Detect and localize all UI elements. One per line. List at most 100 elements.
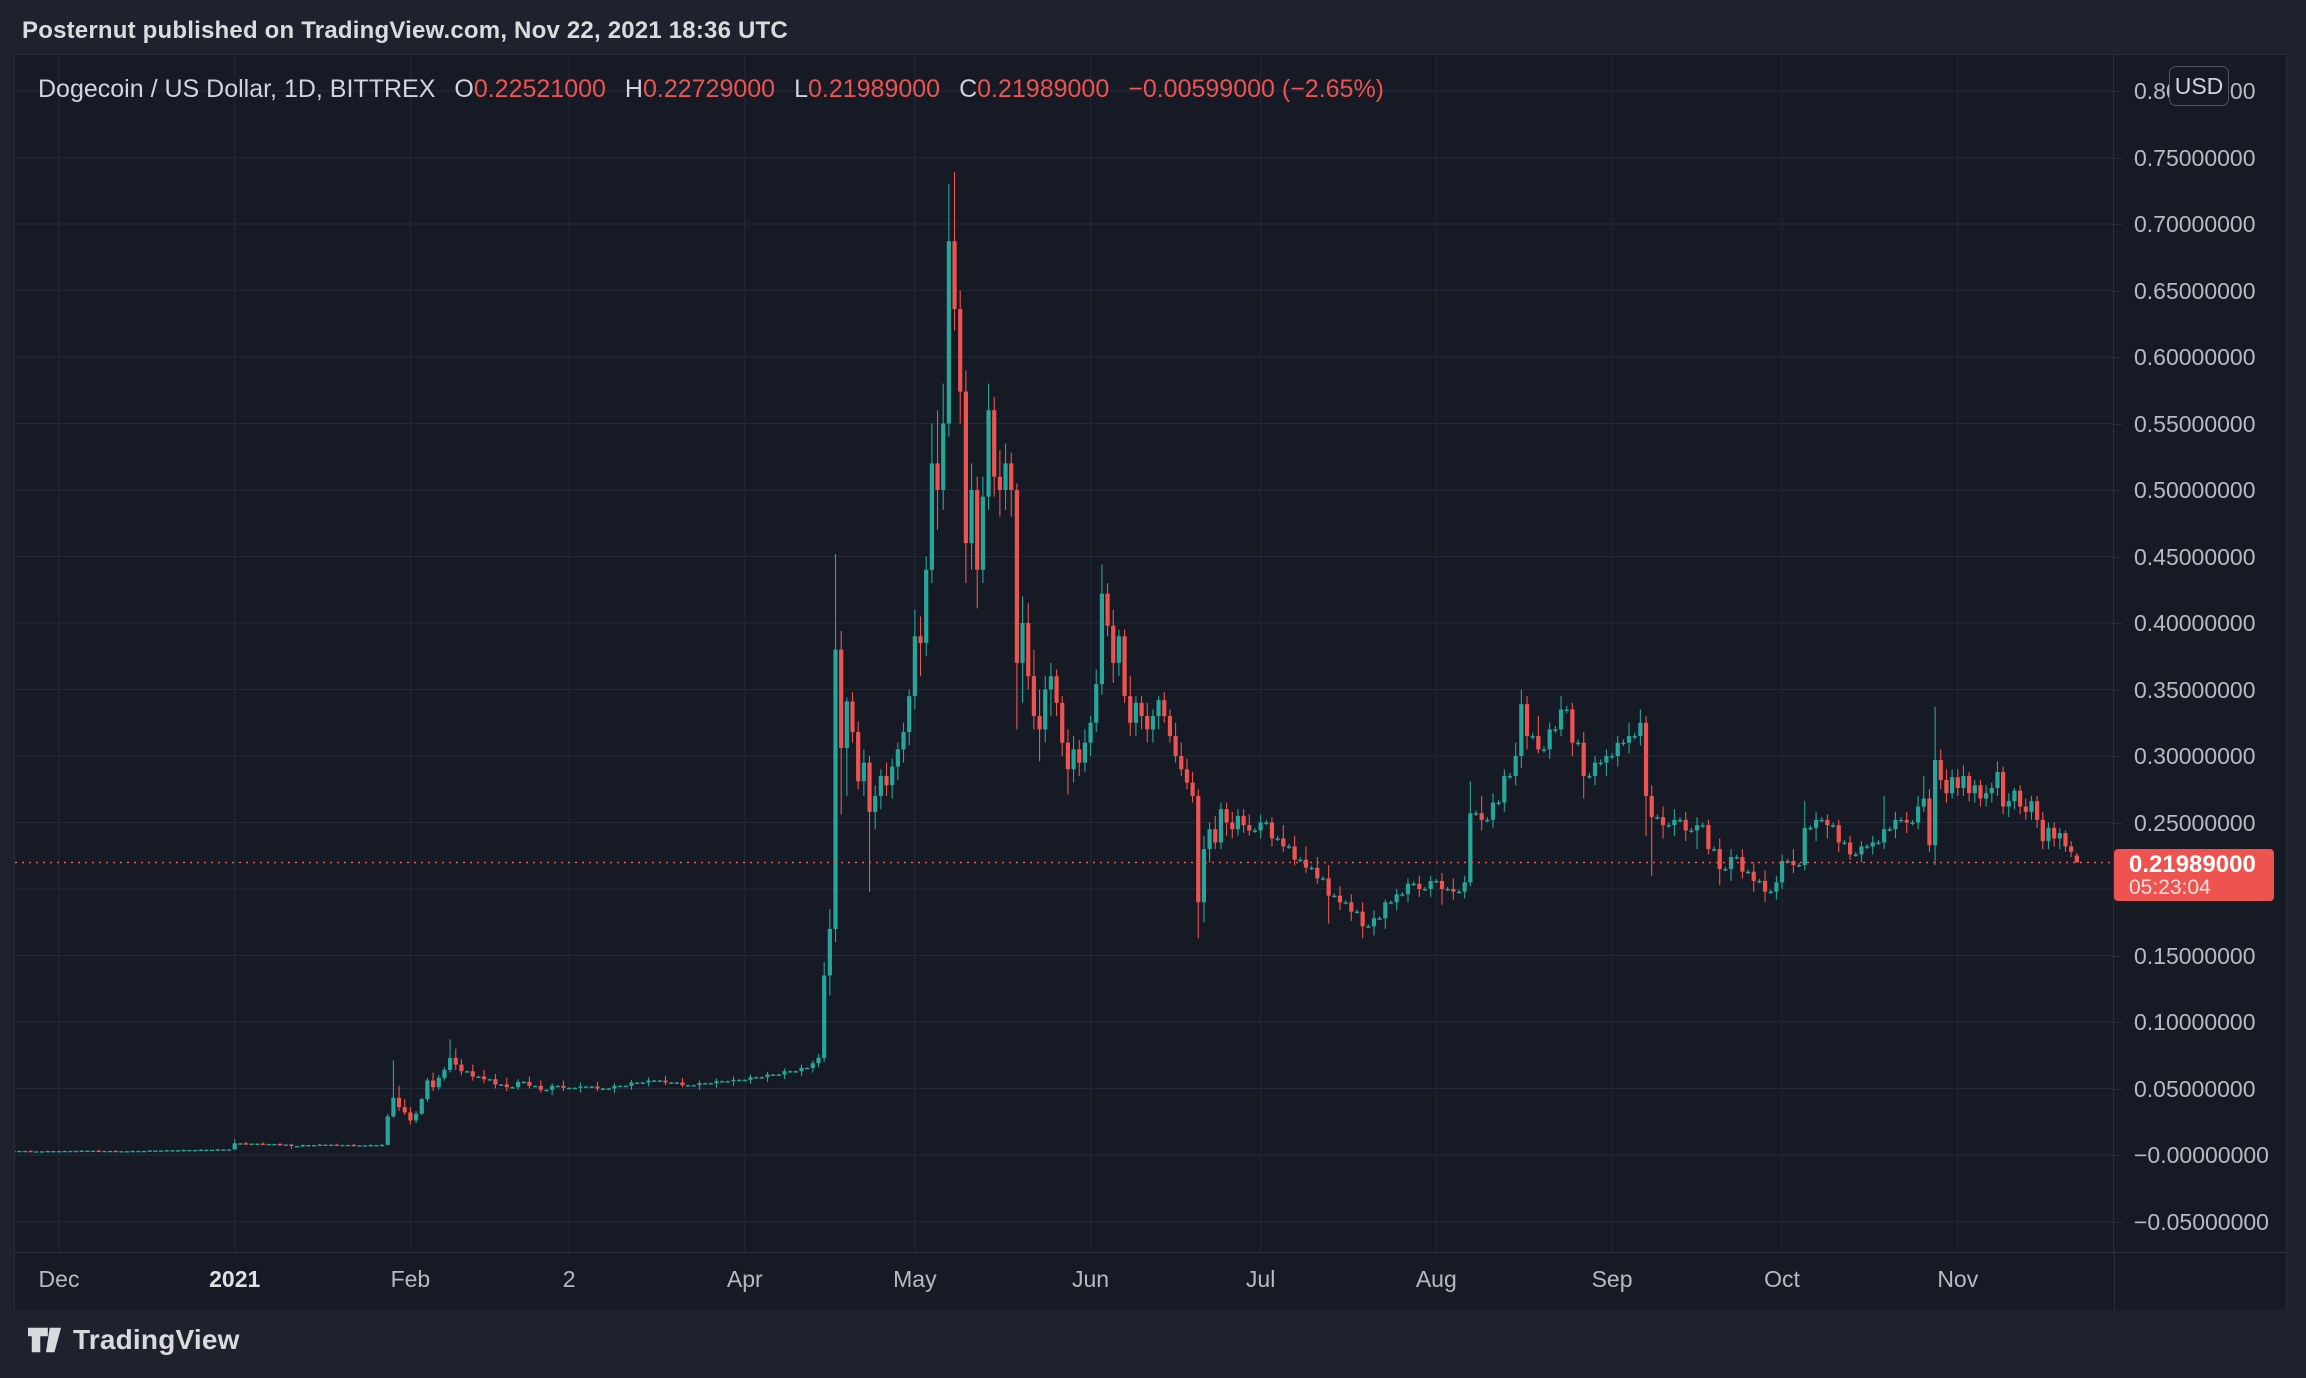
- candle-body: [1706, 825, 1711, 850]
- candle-body: [90, 1150, 96, 1153]
- candle-body: [1779, 861, 1785, 883]
- candle-body: [873, 795, 878, 812]
- time-tick-label: 2: [562, 1266, 576, 1292]
- candle-body: [674, 1082, 679, 1084]
- candle-body: [1830, 825, 1836, 827]
- candle-body: [1864, 846, 1870, 848]
- candle-body: [1740, 857, 1745, 872]
- candle-body: [572, 1087, 577, 1090]
- candle-body: [119, 1151, 124, 1153]
- candle-body: [266, 1143, 271, 1146]
- candle-body: [1836, 825, 1841, 843]
- candle-body: [533, 1085, 538, 1088]
- candle-body: [1439, 881, 1445, 889]
- candle-body: [1094, 684, 1099, 723]
- candle-body: [1615, 742, 1620, 756]
- candle-body: [714, 1081, 719, 1084]
- candle-body: [459, 1064, 464, 1072]
- candle-body: [2006, 801, 2011, 807]
- candle-body: [1513, 756, 1518, 776]
- candle-body: [379, 1144, 385, 1147]
- candle-body: [997, 476, 1002, 490]
- candle-body: [946, 241, 951, 424]
- candle-body: [1524, 704, 1530, 737]
- candle-body: [1984, 793, 1989, 799]
- time-axis[interactable]: Dec 2021 Feb 2 Apr May Jun Jul Aug Sep Oct Nov: [15, 1252, 2286, 1310]
- candle-body: [799, 1067, 804, 1072]
- candle-body: [1337, 895, 1343, 903]
- candle-body: [1031, 676, 1036, 717]
- candle-body: [1082, 742, 1088, 763]
- candle-body: [1785, 861, 1790, 863]
- ohlc-high: H0.22729000: [624, 75, 776, 103]
- currency-toggle-button[interactable]: USD: [2169, 66, 2229, 106]
- candle-body: [1309, 867, 1314, 870]
- candle-body: [175, 1150, 181, 1152]
- candle-body: [1400, 894, 1405, 896]
- candle-body: [1343, 902, 1348, 904]
- candle-body: [430, 1080, 436, 1088]
- price-tick-label: 0.45000000: [2134, 543, 2256, 570]
- candle-body: [62, 1150, 67, 1153]
- candle-body: [107, 1150, 113, 1153]
- candle-body: [527, 1081, 532, 1086]
- candle-body: [1570, 709, 1575, 743]
- candle-body: [1315, 867, 1320, 879]
- candlestick-plot: [15, 55, 2113, 1252]
- time-tick-label: Jun: [1072, 1266, 1110, 1292]
- candle-body: [839, 649, 844, 749]
- candle-body: [238, 1143, 243, 1145]
- candle-body: [1632, 736, 1637, 738]
- candle-body: [1241, 815, 1246, 826]
- candle-body: [2063, 833, 2068, 847]
- candle-body: [544, 1089, 549, 1092]
- candle-body: [822, 975, 827, 1058]
- candle-body: [1235, 815, 1241, 830]
- candle-body: [1156, 700, 1161, 717]
- candle-body: [209, 1149, 215, 1152]
- chart-pane[interactable]: Dogecoin / US Dollar, 1D, BITTREX O0.225…: [15, 55, 2114, 1252]
- candle-body: [153, 1150, 158, 1152]
- candle-body: [300, 1145, 305, 1147]
- ohlc-open: O0.22521000: [454, 75, 606, 103]
- candle-body: [136, 1150, 141, 1153]
- candle-body: [453, 1057, 458, 1065]
- candle-body: [402, 1107, 407, 1113]
- candle-body: [1859, 846, 1864, 855]
- candle-body: [328, 1144, 334, 1147]
- candle-body: [1598, 762, 1603, 765]
- candle-body: [697, 1083, 702, 1086]
- candle-body: [1813, 819, 1819, 828]
- candle-body: [2035, 801, 2040, 820]
- candle-body: [334, 1144, 339, 1147]
- price-tick-mark: [2114, 490, 2122, 491]
- price-tick-label: 0.40000000: [2134, 610, 2256, 636]
- candle-body: [601, 1088, 606, 1090]
- candle-body: [1349, 902, 1354, 912]
- time-tick-label: 2021: [209, 1266, 261, 1292]
- candle-body: [413, 1113, 419, 1121]
- candle-body: [1899, 819, 1904, 822]
- candle-body: [612, 1085, 617, 1089]
- time-tick-label: Feb: [390, 1266, 431, 1292]
- candle-body: [147, 1150, 152, 1152]
- candle-body: [924, 569, 929, 643]
- candle-body: [482, 1076, 487, 1080]
- candle-body: [272, 1143, 277, 1146]
- time-tick-label: Jul: [1245, 1266, 1276, 1292]
- candle-body: [1462, 882, 1467, 892]
- candle-body: [708, 1083, 713, 1085]
- candle-body: [810, 1063, 815, 1068]
- tradingview-footer[interactable]: TradingView: [28, 1320, 240, 1360]
- candle-body: [215, 1149, 220, 1151]
- candle-body: [629, 1082, 634, 1086]
- candle-body: [306, 1145, 311, 1147]
- candle-body: [793, 1071, 798, 1073]
- candle-body: [283, 1144, 288, 1146]
- price-tick-mark: [2114, 1022, 2122, 1023]
- price-axis[interactable]: 0.800000000.750000000.700000000.65000000…: [2114, 55, 2286, 1252]
- candle-body: [1122, 636, 1127, 697]
- candle-body: [1009, 463, 1014, 490]
- candle-body: [550, 1085, 555, 1090]
- last-price-value: 0.21989000: [2129, 850, 2256, 878]
